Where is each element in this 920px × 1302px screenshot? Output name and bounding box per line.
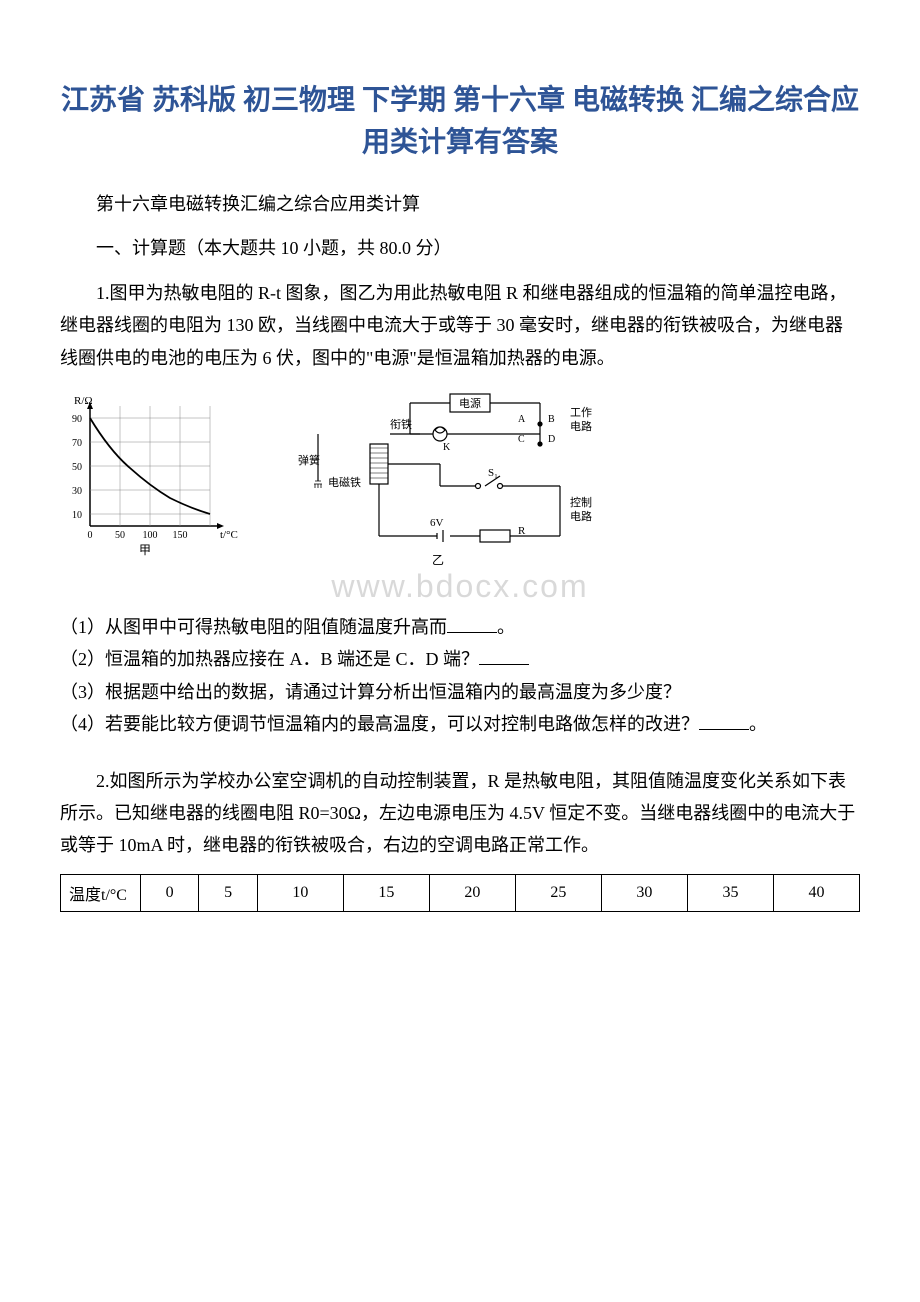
svg-text:C: C: [518, 434, 525, 445]
q1-text: （1）从图甲中可得热敏电阻的阻值随温度升高而: [60, 617, 447, 637]
table-cell: 35: [687, 874, 773, 911]
svg-text:t/°C: t/°C: [220, 529, 238, 541]
svg-text:50: 50: [72, 462, 82, 473]
rt-graph: 90 70 50 30 10 0 50 100 150 R/Ω t/°C 甲: [60, 396, 240, 566]
svg-text:30: 30: [72, 486, 82, 497]
svg-text:6V: 6V: [430, 517, 444, 529]
svg-text:电磁铁: 电磁铁: [328, 476, 361, 489]
svg-text:电路: 电路: [570, 420, 592, 433]
svg-text:B: B: [548, 414, 555, 425]
svg-text:K: K: [443, 442, 451, 453]
svg-text:乙: 乙: [432, 553, 444, 567]
svg-text:70: 70: [72, 438, 82, 449]
svg-text:S₁: S₁: [488, 467, 498, 479]
problem-1: 1.图甲为热敏电阻的 R-t 图象，图乙为用此热敏电阻 R 和继电器组成的恒温箱…: [60, 277, 860, 374]
svg-text:150: 150: [173, 530, 188, 541]
q2-text: （2）恒温箱的加热器应接在 A．B 端还是 C．D 端？: [60, 649, 479, 669]
table-row: 温度t/°C 0 5 10 15 20 25 30 35 40: [61, 874, 860, 911]
problem-1-q1: （1）从图甲中可得热敏电阻的阻值随温度升高而 。: [60, 611, 860, 643]
q4-blank: [699, 709, 749, 731]
section-heading: 一、计算题（本大题共 10 小题，共 80.0 分）: [60, 232, 860, 264]
table-cell: 10: [257, 874, 343, 911]
svg-text:A: A: [518, 414, 526, 425]
svg-text:10: 10: [72, 510, 82, 521]
svg-text:90: 90: [72, 414, 82, 425]
watermark: www.bdocx.com: [60, 568, 860, 605]
svg-text:控制: 控制: [570, 495, 592, 509]
q1-suffix: 。: [497, 617, 515, 637]
chapter-subtitle: 第十六章电磁转换汇编之综合应用类计算: [60, 188, 860, 220]
problem-2-intro: 2.如图所示为学校办公室空调机的自动控制装置，R 是热敏电阻，其阻值随温度变化关…: [60, 765, 860, 862]
table-cell: 20: [429, 874, 515, 911]
problem-2-table: 温度t/°C 0 5 10 15 20 25 30 35 40: [60, 874, 860, 912]
q2-blank: [479, 644, 529, 666]
table-cell: 30: [601, 874, 687, 911]
table-cell: 5: [199, 874, 257, 911]
svg-text:衔铁: 衔铁: [390, 418, 412, 431]
circuit-diagram: 电源 A B C D 工作 电路 K 衔铁 弹簧: [260, 386, 620, 576]
svg-text:50: 50: [115, 530, 125, 541]
svg-text:电源: 电源: [459, 396, 481, 410]
problem-1-q4: （4）若要能比较方便调节恒温箱内的最高温度，可以对控制电路做怎样的改进？ 。: [60, 708, 860, 740]
svg-text:100: 100: [143, 530, 158, 541]
svg-text:R: R: [518, 525, 526, 537]
svg-text:弹簧: 弹簧: [298, 453, 320, 467]
svg-text:0: 0: [88, 530, 93, 541]
svg-text:D: D: [548, 434, 555, 445]
problem-1-intro: 1.图甲为热敏电阻的 R-t 图象，图乙为用此热敏电阻 R 和继电器组成的恒温箱…: [60, 277, 860, 374]
svg-text:工作: 工作: [570, 406, 592, 419]
table-cell: 40: [773, 874, 859, 911]
problem-1-q3: （3）根据题中给出的数据，请通过计算分析出恒温箱内的最高温度为多少度？: [60, 676, 860, 708]
table-cell: 25: [515, 874, 601, 911]
problem-1-q2: （2）恒温箱的加热器应接在 A．B 端还是 C．D 端？: [60, 643, 860, 675]
q1-blank: [447, 611, 497, 633]
svg-text:甲: 甲: [139, 543, 151, 557]
svg-text:电路: 电路: [570, 510, 592, 523]
problem-2: 2.如图所示为学校办公室空调机的自动控制装置，R 是热敏电阻，其阻值随温度变化关…: [60, 765, 860, 862]
table-cell: 15: [343, 874, 429, 911]
svg-text:R/Ω: R/Ω: [74, 396, 93, 407]
table-header-cell: 温度t/°C: [61, 874, 141, 911]
problem-1-figures: 90 70 50 30 10 0 50 100 150 R/Ω t/°C 甲 电…: [60, 386, 860, 576]
q4-text: （4）若要能比较方便调节恒温箱内的最高温度，可以对控制电路做怎样的改进？: [60, 714, 699, 734]
q4-suffix: 。: [749, 714, 767, 734]
table-cell: 0: [140, 874, 198, 911]
page-title: 江苏省 苏科版 初三物理 下学期 第十六章 电磁转换 汇编之综合应用类计算有答案: [60, 80, 860, 164]
